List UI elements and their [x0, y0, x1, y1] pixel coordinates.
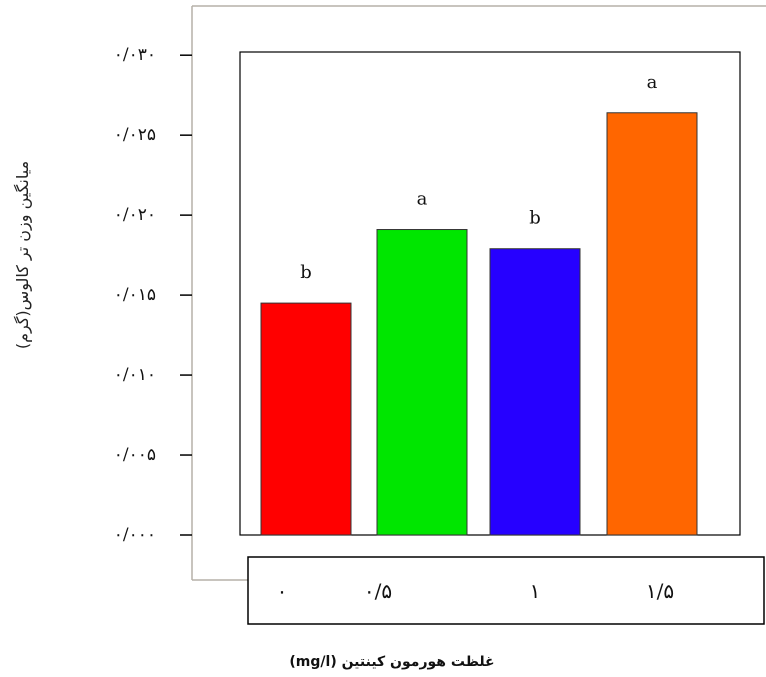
significance-letter: b [529, 208, 541, 229]
x-category-labels: ۰ ۰/۵ ۱ ۱/۵ [277, 579, 674, 603]
y-tick-label: ۰/۰۰۵ [114, 445, 156, 465]
bar [489, 248, 581, 536]
significance-letter: a [417, 189, 428, 210]
x-category-label: ۱/۵ [646, 579, 674, 603]
x-category-box [247, 556, 765, 625]
bar [376, 229, 468, 536]
y-tick-label: ۰/۰۲۵ [114, 125, 156, 145]
significance-letter: b [300, 262, 312, 283]
y-axis-ticks: ۰/۰۰۰ ۰/۰۰۵ ۰/۰۱۰ ۰/۰۱۵ ۰/۰۲۰ ۰/۰۲۵ ۰/۰۳۰ [114, 45, 192, 545]
y-tick-label: ۰/۰۳۰ [114, 45, 156, 65]
bar [260, 302, 352, 536]
y-axis-title: میانگین وزن تر کالوس(گرم) [13, 161, 33, 349]
bar [606, 112, 698, 536]
bars-group [260, 112, 698, 536]
significance-letters-group: b a b a [300, 72, 657, 283]
y-tick-label: ۰/۰۰۰ [114, 525, 156, 545]
significance-letter: a [647, 72, 658, 93]
y-tick-label: ۰/۰۱۰ [114, 365, 156, 385]
y-tick-label: ۰/۰۲۰ [114, 205, 156, 225]
y-tick-label: ۰/۰۱۵ [114, 285, 156, 305]
x-category-label: ۰ [277, 579, 288, 603]
x-axis-title: غلظت هورمون کینتین (mg/l) [289, 654, 494, 670]
x-category-label: ۰/۵ [364, 579, 392, 603]
x-category-label: ۱ [530, 579, 541, 603]
